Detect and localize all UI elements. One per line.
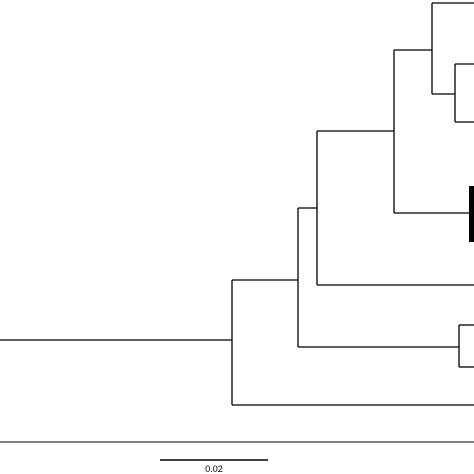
tree-branches bbox=[0, 2, 474, 406]
scale-bar-label: 0.02 bbox=[205, 464, 223, 474]
collapsed-clade-marker bbox=[469, 186, 474, 242]
